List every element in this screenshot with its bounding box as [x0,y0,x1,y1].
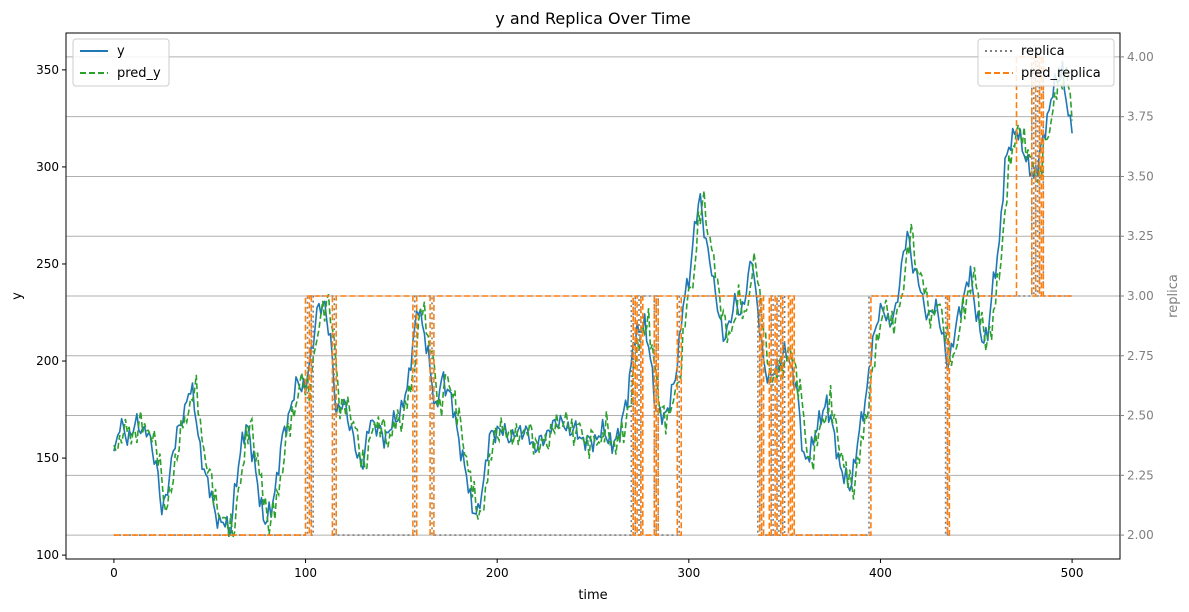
x-tick-label: 200 [486,566,509,580]
y-tick-label: 300 [36,160,59,174]
x-tick-label: 500 [1061,566,1084,580]
y-tick-label: 250 [36,257,59,271]
legend-replica-label: replica [1021,44,1065,59]
y-tick-label: 150 [36,451,59,465]
series-pred-y-line [113,66,1073,539]
legend-y-label: y [117,44,125,59]
y2-tick-label: 3.50 [1127,169,1154,183]
legend-pred-replica-label: pred_replica [1021,66,1101,81]
y2-tick-label: 3.75 [1127,110,1154,124]
legend-pred-y-label: pred_y [117,66,161,81]
series-pred-replica-line [113,56,1073,536]
y2-axis-label: replica [1166,274,1181,318]
y-axis-label: y [10,292,25,300]
x-tick-label: 100 [294,566,317,580]
series-y-line [113,60,1073,536]
y-tick-label: 350 [36,63,59,77]
legend-left: y pred_y [72,38,170,87]
legend-right: replica pred_replica [977,38,1115,87]
y2-tick-label: 4.00 [1127,50,1154,64]
x-tick-label: 400 [869,566,892,580]
series-replica-line [113,56,1073,536]
series-layer [113,56,1073,539]
x-tick-label: 300 [677,566,700,580]
y2-tick-label: 2.75 [1127,349,1154,363]
y2-tick-label: 2.50 [1127,409,1154,423]
chart-title: y and Replica Over Time [495,9,690,28]
y2-tick-label: 2.00 [1127,528,1154,542]
x-tick-label: 0 [110,566,118,580]
ticks-layer: 0 100 200 300 400 500 100 150 200 250 300 350 2.00 2.… [36,50,1154,580]
y-tick-label: 100 [36,548,59,562]
y2-tick-label: 2.25 [1127,468,1154,482]
y2-tick-label: 3.25 [1127,229,1154,243]
y-tick-label: 200 [36,354,59,368]
y2-tick-label: 3.00 [1127,289,1154,303]
x-axis-label: time [578,588,607,603]
